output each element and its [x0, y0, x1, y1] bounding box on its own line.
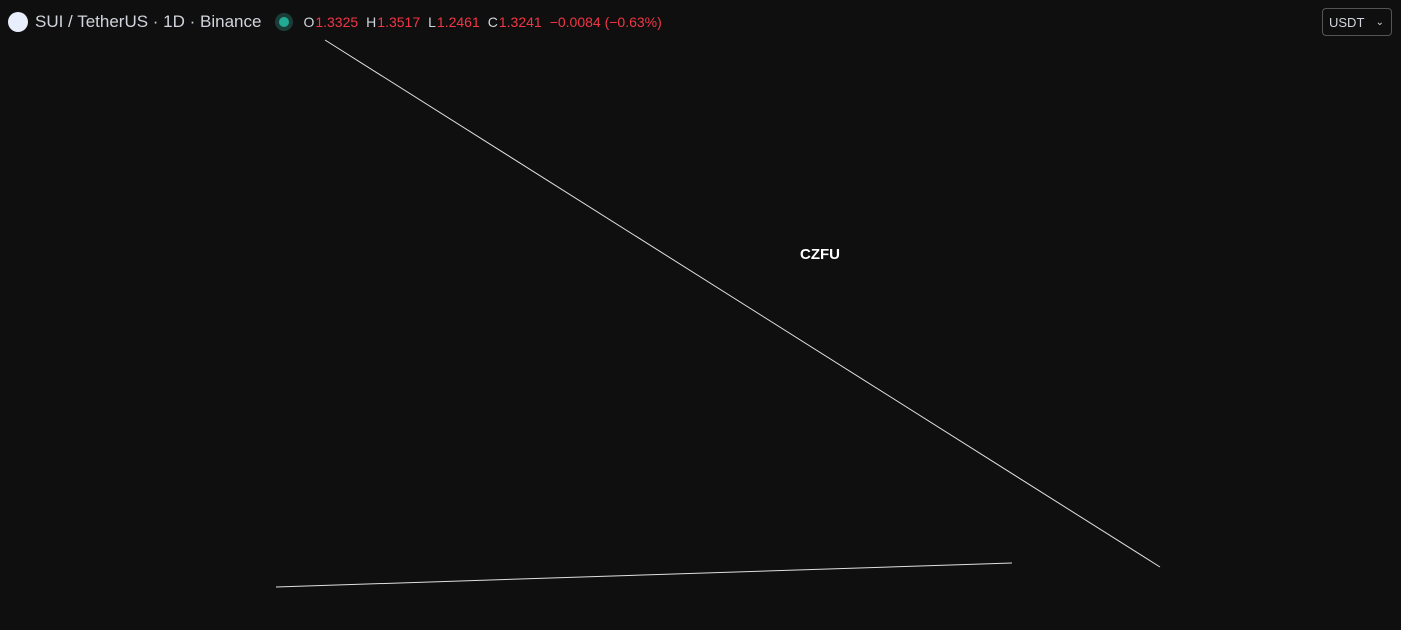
ohlc-value: 1.3517 — [377, 14, 421, 30]
ohlc-value: 1.2461 — [436, 14, 480, 30]
logo — [8, 12, 28, 32]
ohlc-key: L — [428, 14, 436, 30]
status-dot — [279, 17, 290, 27]
ohlc-value: 1.3241 — [498, 14, 542, 30]
ohlc-value: 1.3325 — [315, 14, 359, 30]
currency: USDT — [1329, 14, 1365, 30]
support-line — [275, 562, 1013, 588]
trend-line — [324, 39, 1161, 568]
ohlc-key: C — [487, 14, 498, 30]
symbol-title: SUI / TetherUS · 1D · Binance — [35, 12, 262, 31]
dropdown-arrow: ⌄ — [1375, 16, 1384, 28]
ohlc-key: O — [303, 14, 315, 30]
ohlc-key: H — [366, 14, 377, 30]
change: −0.0084 (−0.63%) — [549, 14, 662, 30]
currency-select[interactable]: USDT ⌄ — [1322, 8, 1392, 36]
annotation: CZFU — [800, 246, 840, 263]
